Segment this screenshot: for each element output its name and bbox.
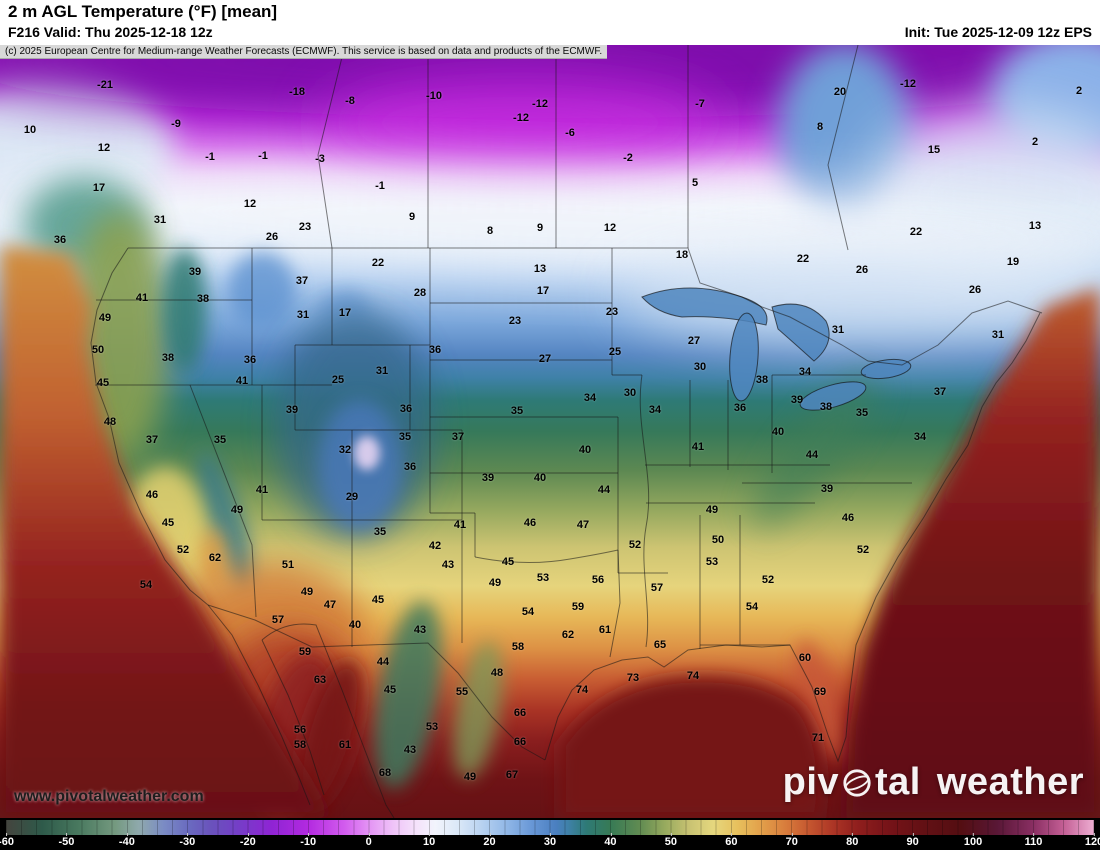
colorbar-tick-label: -50 xyxy=(58,833,75,848)
logo-text-weather: weather xyxy=(936,761,1084,803)
pivotal-logo-globe-icon xyxy=(843,768,871,797)
valid-time-label: F216 Valid: Thu 2025-12-18 12z xyxy=(8,24,213,40)
colorbar-tick-label: 110 xyxy=(1024,833,1043,848)
colorbar-tick-label: -10 xyxy=(300,833,317,848)
colorbar-tick-label: -30 xyxy=(179,833,196,848)
watermark-url: www.pivotalweather.com xyxy=(14,788,204,805)
colorbar-tick-label: 50 xyxy=(664,833,677,848)
temperature-field xyxy=(0,45,1100,818)
colorbar-tick-label: 90 xyxy=(906,833,919,848)
logo-text-piv: piv xyxy=(782,761,840,803)
colorbar-gradient-strip xyxy=(6,820,1094,835)
colorbar-tick-label: 70 xyxy=(785,833,798,848)
temperature-field-map xyxy=(0,45,1100,818)
init-time-label: Init: Tue 2025-12-09 12z EPS xyxy=(904,24,1092,40)
logo-text-tal: tal xyxy=(875,761,921,803)
colorbar-tick-label: 40 xyxy=(604,833,617,848)
page-title: 2 m AGL Temperature (°F) [mean] xyxy=(8,2,278,21)
temperature-map: (c) 2025 European Centre for Medium-rang… xyxy=(0,45,1100,818)
colorbar-tick-label: 60 xyxy=(725,833,738,848)
colorbar-tick-label: 30 xyxy=(543,833,557,848)
pivotal-weather-logo: piv tal weather xyxy=(783,761,1084,804)
colorbar-tick-label: -60 xyxy=(0,833,14,848)
colorbar-tick-label: 100 xyxy=(963,833,983,848)
colorbar-tick-label: 80 xyxy=(846,833,859,848)
colorbar-tick-label: 0 xyxy=(365,833,372,848)
colorbar-tick-label: -20 xyxy=(239,833,256,848)
map-header: 2 m AGL Temperature (°F) [mean] F216 Val… xyxy=(0,0,1100,45)
state-borders xyxy=(90,45,1043,818)
colorbar-tick-label: -40 xyxy=(118,833,135,848)
colorbar-tick-label: 120 xyxy=(1085,833,1100,848)
temperature-colorbar: -60 -50 -40 -30 -20 -10 0 10 20 30 40 50 60 70 80 90 100… xyxy=(0,818,1100,850)
colorbar-tick-label: 10 xyxy=(422,833,436,848)
great-lakes xyxy=(641,287,912,411)
colorbar-tick-labels: -60 -50 -40 -30 -20 -10 0 10 20 30 40 50 60 70 80 90 100… xyxy=(0,833,1100,850)
colorbar-tick-label: 20 xyxy=(483,833,496,848)
ecmwf-credit-bar: (c) 2025 European Centre for Medium-rang… xyxy=(0,45,608,59)
